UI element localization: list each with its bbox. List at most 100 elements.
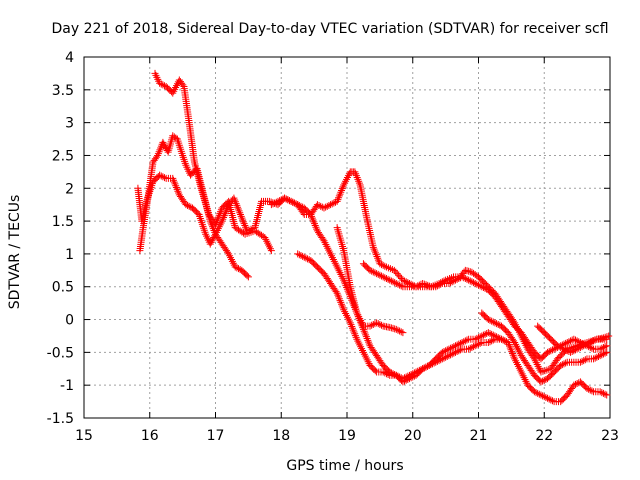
y-tick-label: 2	[65, 181, 74, 197]
data-point-marker	[510, 353, 518, 361]
data-point-marker	[308, 214, 316, 222]
data-point-marker	[381, 262, 389, 270]
data-point-marker	[405, 371, 413, 379]
data-point-marker	[395, 271, 403, 279]
data-point-marker	[233, 201, 241, 209]
data-point-marker	[391, 279, 399, 287]
data-point-marker	[397, 282, 405, 290]
data-point-marker	[542, 393, 550, 401]
y-tick-label: 3	[65, 116, 74, 132]
data-point-marker	[370, 245, 378, 253]
data-point-marker	[315, 202, 323, 210]
data-point-marker	[601, 333, 609, 341]
data-point-marker	[598, 351, 606, 359]
data-point-marker	[392, 268, 400, 276]
data-point-marker	[338, 186, 346, 194]
data-point-marker	[548, 397, 556, 405]
data-point-marker	[338, 300, 346, 308]
data-point-marker	[287, 197, 295, 205]
data-point-marker	[468, 278, 476, 286]
data-point-marker	[455, 347, 463, 355]
data-point-marker	[267, 247, 275, 255]
data-point-marker	[544, 348, 552, 356]
data-point-marker	[433, 282, 441, 290]
data-point-marker	[171, 180, 179, 188]
data-point-marker	[297, 252, 305, 260]
data-point-marker	[471, 342, 479, 350]
data-point-marker	[534, 389, 542, 397]
data-point-marker	[537, 378, 545, 386]
data-point-marker	[450, 349, 458, 357]
data-point-marker	[351, 332, 359, 340]
data-point-marker	[456, 339, 464, 347]
x-tick-label: 18	[272, 428, 290, 444]
x-tick-label: 21	[470, 428, 488, 444]
data-point-marker	[392, 325, 400, 333]
data-point-marker	[599, 334, 607, 342]
data-point-marker	[343, 283, 351, 291]
data-point-marker	[451, 276, 459, 284]
data-point-marker	[510, 337, 518, 345]
data-point-marker	[175, 189, 183, 197]
data-point-marker	[292, 200, 300, 208]
data-point-marker	[563, 339, 571, 347]
data-point-marker	[590, 355, 598, 363]
data-point-marker	[362, 333, 370, 341]
data-point-marker	[295, 202, 303, 210]
data-point-marker	[307, 211, 315, 219]
data-point-marker	[539, 377, 547, 385]
data-point-marker	[327, 201, 335, 209]
data-point-marker	[484, 329, 492, 337]
data-point-marker	[374, 320, 382, 328]
x-tick-label: 15	[75, 428, 93, 444]
y-tick-label: -1	[60, 378, 74, 394]
data-point-marker	[337, 188, 345, 196]
data-point-marker	[573, 337, 581, 345]
data-point-marker	[312, 223, 320, 231]
data-point-marker	[603, 391, 611, 399]
data-point-marker	[581, 341, 589, 349]
data-point-marker	[588, 344, 596, 352]
data-point-marker	[379, 261, 387, 269]
data-point-marker	[399, 375, 407, 383]
data-point-marker	[394, 280, 402, 288]
data-point-marker	[267, 201, 275, 209]
data-point-marker	[453, 341, 461, 349]
data-point-marker	[494, 334, 502, 342]
series-s9	[534, 322, 613, 356]
data-point-marker	[320, 204, 328, 212]
data-point-marker	[445, 279, 453, 287]
data-point-marker	[593, 353, 601, 361]
data-point-marker	[404, 279, 412, 287]
x-tick-label: 17	[207, 428, 225, 444]
data-point-marker	[504, 339, 512, 347]
data-point-marker	[338, 302, 346, 310]
data-point-marker	[401, 277, 409, 285]
x-axis-label: GPS time / hours	[286, 458, 403, 474]
data-point-marker	[458, 339, 466, 347]
data-point-marker	[447, 351, 455, 359]
data-point-marker	[290, 199, 298, 207]
data-point-marker	[222, 206, 230, 214]
data-point-marker	[376, 260, 384, 268]
data-point-marker	[371, 367, 379, 375]
data-point-marker	[448, 343, 456, 351]
ticks: 15 16 17 18 19 20 21 22 23 -1.5 -1 -0.5 0 0.5 1 1.5 2 2.5…	[47, 50, 619, 444]
data-point-marker	[235, 207, 243, 215]
data-point-marker	[381, 369, 389, 377]
data-point-marker	[586, 339, 594, 347]
data-point-marker	[339, 304, 347, 312]
data-point-marker	[489, 336, 497, 344]
data-point-marker	[571, 380, 579, 388]
data-point-marker	[509, 351, 517, 359]
y-axis-label: SDTVAR / TECUs	[7, 195, 23, 310]
data-point-marker	[350, 328, 358, 336]
data-point-marker	[486, 338, 494, 346]
data-point-marker	[540, 376, 548, 384]
data-point-marker	[438, 348, 446, 356]
data-point-marker	[506, 342, 514, 350]
data-point-marker	[489, 318, 497, 326]
data-point-marker	[365, 340, 373, 348]
